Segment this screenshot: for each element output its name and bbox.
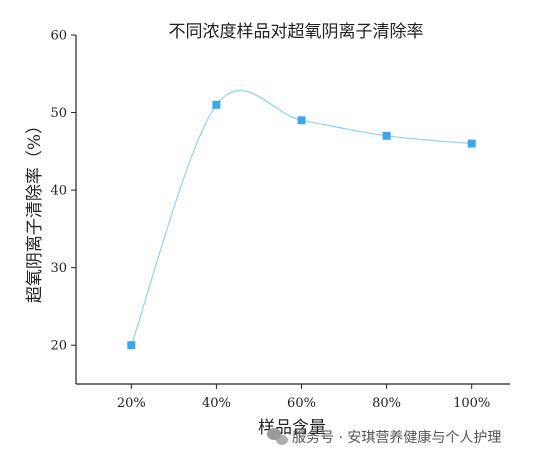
x-tick-label: 100% (453, 396, 490, 411)
watermark-text: 服务号 · 安琪营养健康与个人护理 (292, 429, 501, 446)
data-point (297, 116, 306, 125)
x-ticks: 20% 40% 60% 80% 100% (117, 384, 490, 411)
y-tick-label: 30 (50, 261, 67, 276)
data-point (382, 131, 391, 140)
y-tick-label: 40 (50, 184, 67, 199)
wechat-icon (267, 428, 288, 445)
y-tick-label: 60 (50, 29, 67, 44)
x-tick-label: 40% (202, 396, 231, 411)
axes (75, 35, 510, 385)
watermark: 服务号 · 安琪营养健康与个人护理 (267, 428, 501, 446)
y-tick-label: 20 (50, 339, 67, 354)
series-points (127, 100, 476, 350)
series-line (130, 90, 472, 346)
y-tick-label: 50 (50, 106, 67, 121)
x-tick-label: 60% (287, 396, 316, 411)
y-ticks: 20 30 40 50 60 (50, 29, 76, 354)
x-tick-label: 20% (117, 396, 146, 411)
chart-title: 不同浓度样品对超氧阴离子清除率 (169, 22, 424, 42)
data-point (127, 341, 136, 350)
x-tick-label: 80% (372, 396, 401, 411)
data-point (467, 139, 476, 148)
y-axis-label: 超氧阴离子清除率（%） (25, 117, 45, 303)
data-point (212, 100, 221, 109)
